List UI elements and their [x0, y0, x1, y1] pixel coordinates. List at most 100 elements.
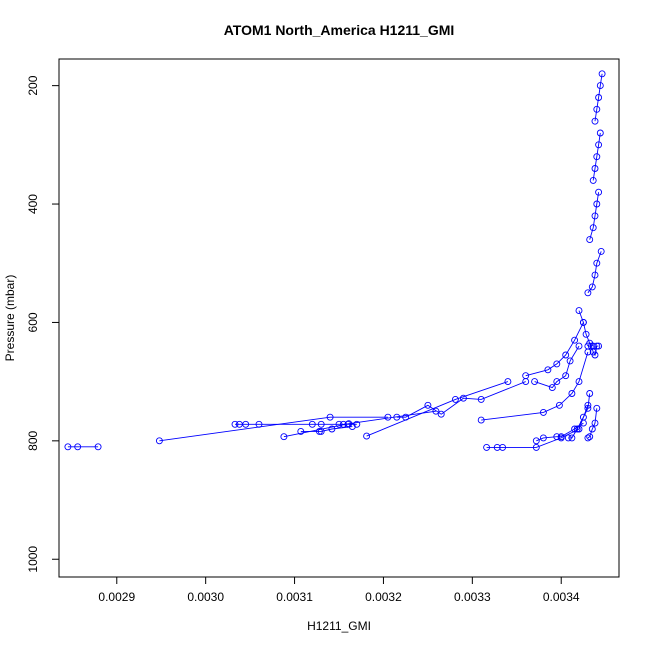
data-point [593, 404, 601, 412]
data-point [297, 427, 305, 435]
data-point [242, 420, 250, 428]
data-point [595, 94, 603, 101]
data-point [584, 289, 592, 297]
y-axis: 200 400 600 800 1000 [26, 75, 59, 573]
data-point [591, 271, 599, 279]
y-tick-label: 200 [26, 75, 40, 95]
data-point [588, 283, 596, 291]
profile-line [589, 192, 600, 240]
data-point [155, 437, 163, 445]
data-point [317, 427, 325, 435]
x-tick-label: 0.0030 [187, 590, 224, 604]
data-point [328, 425, 336, 433]
data-point [539, 434, 547, 442]
profile-line [594, 73, 603, 122]
data-point [553, 433, 561, 441]
x-tick-label: 0.0031 [276, 590, 313, 604]
data-point [582, 330, 590, 338]
chart-title: ATOM1 North_America H1211_GMI [224, 22, 455, 38]
data-point [589, 176, 597, 184]
data-point [579, 318, 587, 326]
profile-line [536, 422, 584, 442]
data-point [595, 342, 603, 350]
data-point [557, 433, 565, 441]
profile-line [587, 251, 602, 294]
data-point [553, 378, 561, 386]
data-point [317, 420, 325, 428]
data-point [593, 259, 601, 267]
data-point [562, 351, 570, 359]
data-point [566, 357, 574, 365]
data-point [315, 427, 323, 435]
data-point [348, 423, 356, 431]
data-point [94, 443, 102, 451]
data-point [255, 420, 263, 428]
data-point [477, 395, 485, 403]
data-point [568, 434, 576, 442]
x-tick-label: 0.0032 [365, 590, 402, 604]
data-point [483, 443, 491, 451]
data-point [504, 378, 512, 386]
data-point [597, 247, 605, 255]
data-point [384, 413, 392, 421]
data-point [591, 212, 599, 220]
plot-marks [64, 70, 606, 451]
data-point [544, 366, 552, 374]
x-tick-label: 0.0029 [98, 590, 135, 604]
data-point [586, 390, 594, 397]
data-point [591, 117, 599, 125]
data-point [579, 413, 587, 421]
profile-line [159, 416, 388, 442]
data-point [522, 372, 530, 380]
data-point [591, 419, 599, 427]
y-axis-label: Pressure (mbar) [3, 275, 17, 362]
data-point [591, 165, 599, 172]
x-tick-label: 0.0033 [454, 590, 491, 604]
data-point [402, 413, 410, 421]
data-point [595, 141, 603, 149]
data-point [589, 342, 597, 350]
data-point [584, 404, 592, 412]
profile-line [300, 426, 353, 432]
data-point [532, 443, 540, 451]
data-point [593, 342, 601, 350]
data-point [586, 433, 594, 441]
data-point [596, 82, 604, 90]
data-point [326, 413, 334, 421]
data-point [477, 416, 485, 424]
data-point [451, 395, 459, 403]
data-point [548, 384, 556, 392]
data-point [231, 420, 239, 428]
profile-line [283, 410, 436, 438]
data-point [586, 236, 594, 244]
profile-line [587, 408, 598, 439]
data-point [575, 307, 583, 315]
data-point [493, 443, 501, 451]
data-point [598, 70, 606, 78]
data-point [280, 433, 288, 441]
data-point [593, 105, 601, 113]
data-point [568, 390, 576, 397]
data-point [532, 437, 540, 445]
profile-line [486, 405, 589, 448]
data-point [335, 420, 343, 428]
data-point [363, 432, 371, 440]
y-tick-label: 800 [26, 431, 40, 451]
data-point [499, 443, 507, 451]
profile-line [592, 132, 601, 181]
data-point [589, 224, 597, 232]
data-point [571, 336, 579, 344]
data-point [573, 425, 581, 433]
data-point [562, 372, 570, 380]
data-point [459, 394, 467, 402]
data-point [596, 129, 604, 137]
data-point [393, 413, 401, 421]
plot-frame [58, 58, 620, 578]
data-point [553, 360, 561, 368]
data-point [564, 434, 572, 442]
data-point [74, 443, 82, 451]
data-point [308, 420, 316, 428]
x-axis: 0.0029 0.0030 0.0031 0.0032 0.0033 0.0034 [98, 577, 580, 604]
